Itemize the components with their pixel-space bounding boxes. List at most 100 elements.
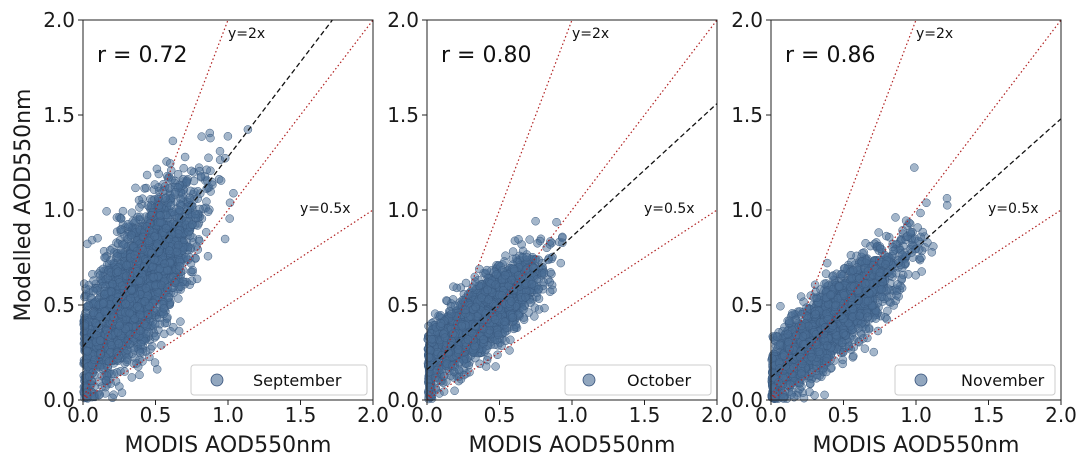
data-point (493, 330, 503, 340)
data-point (113, 267, 123, 276)
data-point (173, 169, 183, 179)
data-point (115, 321, 124, 331)
data-point (168, 136, 178, 146)
data-point (533, 239, 542, 248)
data-point (514, 235, 523, 244)
data-point (135, 348, 145, 358)
data-point (204, 153, 213, 163)
data-point (83, 239, 92, 249)
data-point (525, 235, 534, 244)
data-point (170, 188, 180, 197)
data-point (149, 272, 158, 282)
data-point (450, 386, 459, 396)
data-point (102, 207, 111, 216)
data-point (482, 345, 491, 354)
data-point (153, 239, 162, 249)
data-point (506, 335, 515, 345)
data-point (482, 265, 492, 275)
x-tick-label: 0.5 (140, 403, 172, 427)
data-point (522, 252, 531, 262)
y-tick-label: 2.0 (387, 8, 419, 32)
data-point (120, 367, 129, 376)
data-point (80, 321, 89, 331)
data-point (174, 326, 184, 336)
data-point (89, 286, 98, 296)
data-point (534, 284, 543, 294)
y-tick-label: 1.0 (387, 198, 419, 222)
data-point (449, 282, 458, 291)
x-axis-title: MODIS AOD550nm (125, 433, 332, 458)
data-point (140, 297, 150, 306)
data-point (187, 220, 197, 229)
data-point (509, 324, 519, 334)
data-point (134, 195, 144, 205)
data-point (140, 184, 149, 193)
data-point (225, 214, 234, 223)
data-point (164, 293, 173, 302)
data-point (545, 287, 555, 296)
data-point (440, 371, 449, 381)
correlation-label: r = 0.72 (97, 43, 187, 68)
panel-november: 0.0 0.5 1.0 1.5 2.0 0.00.51.01.52.0 r = 0.86… (731, 8, 1077, 458)
data-point (493, 350, 502, 360)
y-tick-label: 1.5 (387, 103, 419, 127)
data-point (108, 279, 117, 289)
x-ticks: 0.0 0.5 1.0 1.5 2.0 (411, 400, 733, 427)
data-point (181, 253, 191, 262)
data-point (490, 315, 500, 324)
data-point (546, 237, 555, 246)
data-point (79, 279, 89, 288)
data-point (150, 180, 160, 189)
data-point (150, 319, 160, 329)
data-point (216, 176, 226, 185)
data-point (424, 353, 434, 362)
data-point (225, 198, 235, 208)
y-ticks: 0.00.51.01.52.0 (387, 8, 427, 412)
x-tick-label: 1.5 (629, 403, 661, 427)
data-point (98, 299, 108, 308)
data-point (134, 276, 144, 286)
data-point (126, 294, 135, 303)
data-point (187, 166, 196, 176)
y-tick-label: 0.0 (43, 388, 75, 412)
data-point (106, 287, 116, 297)
data-point (471, 302, 480, 312)
data-point (95, 362, 105, 372)
data-point (545, 277, 555, 287)
legend-label: October (627, 371, 691, 390)
data-point (135, 212, 145, 222)
data-point (156, 211, 165, 220)
data-point (203, 251, 213, 261)
data-point (180, 152, 190, 162)
y-tick-label: 1.5 (43, 103, 75, 127)
data-point (197, 132, 206, 141)
data-point (118, 206, 128, 216)
data-point (166, 201, 176, 210)
data-point (188, 265, 197, 275)
data-point (191, 209, 200, 219)
data-point (143, 201, 153, 210)
data-point (117, 388, 127, 397)
data-point (501, 270, 510, 280)
data-point (154, 193, 163, 202)
data-point (82, 392, 92, 401)
data-point (166, 327, 175, 336)
panel-october: 0.0 0.5 1.0 1.5 2.0 0.00.51.01.52.0 r = 0.80… (387, 8, 733, 458)
y-ticks: 0.00.51.01.52.0 (43, 8, 83, 412)
data-point (527, 279, 537, 289)
data-point (135, 203, 144, 212)
data-point (103, 332, 113, 341)
data-point (162, 318, 172, 328)
data-point (479, 335, 488, 344)
label-y05x: y=0.5x (644, 201, 695, 217)
data-point (154, 169, 164, 179)
data-point (127, 230, 136, 240)
data-point (874, 228, 883, 237)
data-point (84, 301, 93, 310)
data-point (150, 358, 160, 367)
y-tick-label: 1.0 (43, 198, 75, 222)
data-point (484, 295, 493, 304)
data-point (135, 326, 145, 335)
data-point (135, 310, 145, 320)
